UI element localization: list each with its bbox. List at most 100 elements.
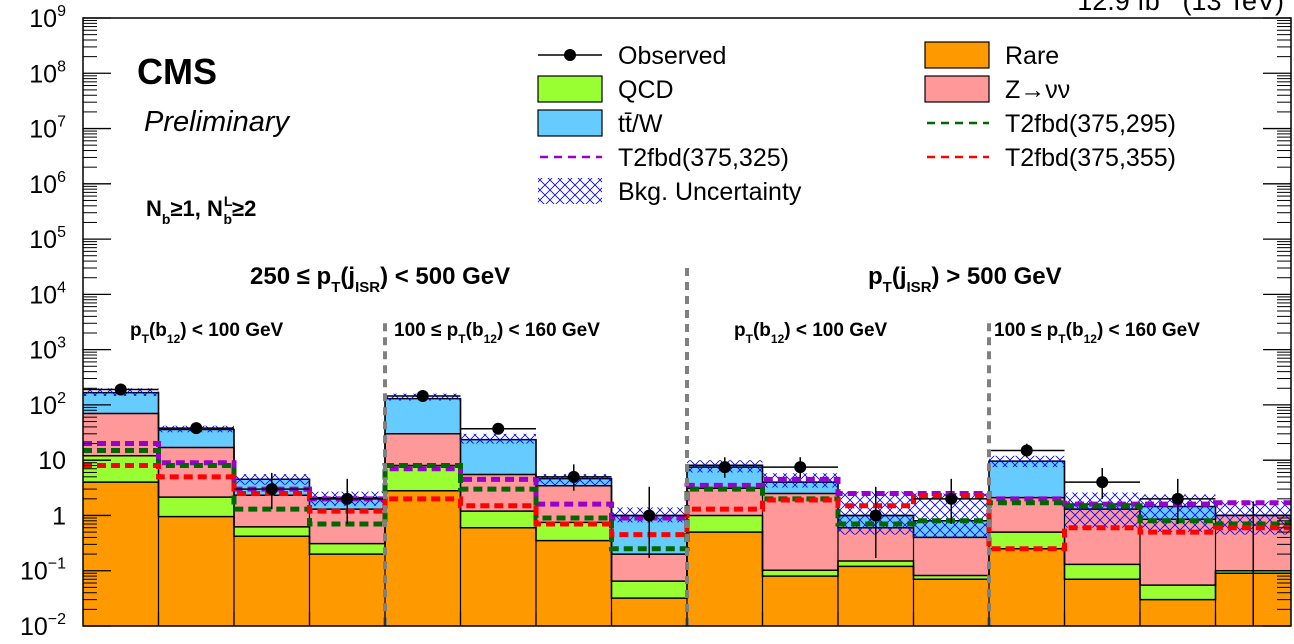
bar-qcd-13 [1064, 564, 1140, 580]
subregion-label-4: 100 ≤ pT(b12) < 160 GeV [994, 320, 1200, 346]
legend-item-qcd: QCD [537, 75, 674, 104]
bar-ttw-4 [385, 398, 461, 434]
ytick-label-1: 10−1 [20, 556, 66, 586]
ytick-label-3: 10 [38, 447, 66, 475]
bar-ttw-5 [460, 439, 536, 475]
legend-marker-icon [564, 49, 576, 61]
bar-rare-6 [536, 540, 612, 626]
subregion-label-2: 100 ≤ pT(b12) < 160 GeV [394, 320, 600, 346]
bar-rare-9 [762, 576, 838, 626]
bar-ttw-9 [762, 482, 838, 494]
ytick-label-8: 106 [29, 169, 66, 199]
legend-item-t325: T2fbd(375,325) [540, 144, 789, 172]
subregion-label-1: pT(b12) < 100 GeV [130, 320, 284, 346]
obs-point-12 [1020, 444, 1033, 457]
region-left-label: 250 ≤ pT(jISR) < 500 GeV [250, 263, 510, 296]
legend-hatch-icon [538, 178, 602, 204]
bar-rare-12 [989, 548, 1065, 626]
plot-frame [82, 17, 1292, 627]
bar-qcd-8 [687, 515, 763, 533]
legend-item-t295: T2fbd(375,295) [927, 110, 1176, 138]
obs-point-5 [492, 422, 505, 435]
legend-swatch-icon [924, 41, 990, 69]
ytick-label-5: 103 [29, 335, 66, 365]
obs-point-4 [416, 389, 429, 402]
obs-point-9 [794, 461, 807, 474]
lumi-label: 12.9 fb-1 (13 TeV) [1077, 0, 1284, 16]
bar-qcd-7 [611, 581, 687, 599]
bar-qcd-3 [309, 543, 385, 555]
bar-z-4 [385, 433, 461, 466]
unc-band-12 [989, 455, 1065, 468]
obs-point-2 [265, 483, 278, 496]
bar-rare-4 [385, 490, 461, 626]
subregion-label-3: pT(b12) < 100 GeV [734, 320, 888, 346]
signal-line-2 [83, 463, 1291, 552]
ytick-label-2: 1 [52, 502, 66, 530]
bar-qcd-9 [762, 570, 838, 577]
legend-label: Observed [618, 42, 726, 70]
obs-point-6 [567, 470, 580, 483]
bar-z-9 [762, 493, 838, 571]
bar-qcd-14 [1140, 585, 1216, 600]
bar-z-1 [158, 447, 234, 498]
legend-item-unc: Bkg. Uncertainty [538, 178, 802, 206]
bar-qcd-10 [838, 560, 914, 567]
bar-z-7 [611, 554, 687, 582]
bar-rare-7 [611, 598, 687, 626]
obs-point-8 [718, 461, 731, 474]
legend-label: QCD [618, 76, 674, 104]
region-dividers [383, 267, 991, 626]
bar-rare-14 [1140, 599, 1216, 626]
ytick-label-9: 107 [29, 114, 66, 144]
status-label: Preliminary [144, 106, 291, 138]
legend-item-rare: Rare [924, 41, 1059, 70]
ytick-label-10: 108 [29, 58, 66, 88]
selection-label: Nb≥1, NL b≥2 [146, 193, 256, 227]
legend-item-observed: Observed [538, 42, 726, 70]
bar-qcd-2 [234, 526, 310, 537]
obs-point-7 [643, 509, 656, 522]
obs-point-10 [869, 509, 882, 522]
bar-ttw-1 [158, 429, 234, 448]
legend-swatch-icon [924, 75, 990, 103]
obs-point-3 [341, 492, 354, 505]
bar-rare-11 [913, 579, 989, 626]
obs-point-0 [114, 383, 127, 396]
unc-band-5 [460, 433, 536, 444]
legend-item-t355: T2fbd(375,355) [927, 144, 1176, 172]
ytick-label-6: 104 [29, 279, 66, 309]
legend-label: Bkg. Uncertainty [618, 178, 802, 206]
observed-points [83, 383, 1254, 626]
bar-rare-5 [460, 527, 536, 626]
bar-qcd-12 [989, 532, 1065, 549]
legend-item-ttw: tt̄/W [537, 109, 663, 138]
legend-swatch-icon [537, 109, 603, 137]
y-tick-labels: 10−2 10−1 1 10 102 103 104 105 106 107 108 109 [20, 3, 66, 641]
obs-point-1 [190, 422, 203, 435]
bar-rare-10 [838, 566, 914, 626]
legend-label: Z→νν [1005, 76, 1070, 104]
stacked-bars [83, 391, 1291, 626]
bar-rare-8 [687, 532, 763, 626]
ytick-label-7: 105 [29, 224, 66, 254]
bar-rare-13 [1064, 579, 1140, 626]
bar-ttw-12 [989, 461, 1065, 498]
legend-label: tt̄/W [618, 110, 663, 138]
experiment-name: CMS [137, 51, 217, 92]
legend-label: Rare [1005, 42, 1059, 70]
ytick-label-4: 102 [29, 390, 66, 420]
bar-rare-1 [158, 516, 234, 626]
obs-point-11 [945, 492, 958, 505]
obs-point-13 [1096, 476, 1109, 489]
bar-ttw-0 [83, 392, 159, 414]
bar-qcd-1 [158, 497, 234, 517]
bar-rare-2 [234, 536, 310, 626]
legend-swatch-icon [537, 75, 603, 103]
ytick-label-11: 109 [29, 3, 66, 33]
legend-item-znn: Z→νν [924, 75, 1070, 104]
legend: Observed QCD tt̄/W T2fbd(375,325) Bkg. Uncer… [537, 41, 1176, 206]
bar-qcd-5 [460, 511, 536, 528]
obs-point-14 [1171, 492, 1184, 505]
